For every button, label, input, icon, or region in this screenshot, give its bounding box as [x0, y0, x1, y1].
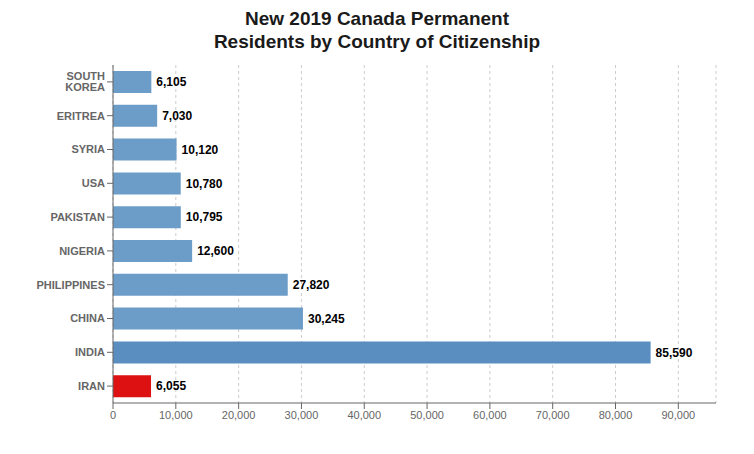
- svg-text:CHINA: CHINA: [70, 312, 105, 324]
- svg-text:80,000: 80,000: [599, 408, 633, 420]
- svg-text:10,120: 10,120: [182, 142, 219, 156]
- svg-text:7,030: 7,030: [162, 109, 192, 123]
- svg-text:70,000: 70,000: [536, 408, 570, 420]
- svg-text:0: 0: [110, 408, 116, 420]
- svg-text:SOUTHKOREA: SOUTHKOREA: [65, 70, 105, 93]
- svg-text:10,000: 10,000: [159, 408, 193, 420]
- html-text:Residents by Country of Citize: Residents by Country of Citizenship: [213, 30, 541, 52]
- svg-text:20,000: 20,000: [222, 408, 256, 420]
- html-text:New 2019 Canada Permanent: New 2019 Canada Permanent: [245, 8, 509, 29]
- svg-text:50,000: 50,000: [410, 408, 444, 420]
- svg-text:ERITREA: ERITREA: [57, 109, 105, 121]
- svg-text:SYRIA: SYRIA: [71, 143, 105, 155]
- svg-text:6,055: 6,055: [156, 379, 186, 393]
- svg-text:40,000: 40,000: [347, 408, 381, 420]
- svg-text:30,245: 30,245: [308, 311, 345, 325]
- svg-text:12,600: 12,600: [197, 244, 234, 258]
- svg-text:10,795: 10,795: [186, 210, 223, 224]
- svg-text:27,820: 27,820: [293, 278, 330, 292]
- svg-text:NIGERIA: NIGERIA: [59, 244, 105, 256]
- svg-text:USA: USA: [82, 177, 105, 189]
- svg-text:6,105: 6,105: [156, 75, 186, 89]
- svg-text:10,780: 10,780: [186, 176, 223, 190]
- svg-text:60,000: 60,000: [473, 408, 507, 420]
- svg-text:90,000: 90,000: [661, 408, 695, 420]
- svg-text:85,590: 85,590: [656, 345, 693, 359]
- svg-text:30,000: 30,000: [285, 408, 319, 420]
- svg-text:PHILIPPINES: PHILIPPINES: [37, 278, 105, 290]
- svg-text:PAKISTAN: PAKISTAN: [50, 211, 105, 223]
- svg-text:IRAN: IRAN: [78, 380, 105, 392]
- svg-text:INDIA: INDIA: [75, 346, 105, 358]
